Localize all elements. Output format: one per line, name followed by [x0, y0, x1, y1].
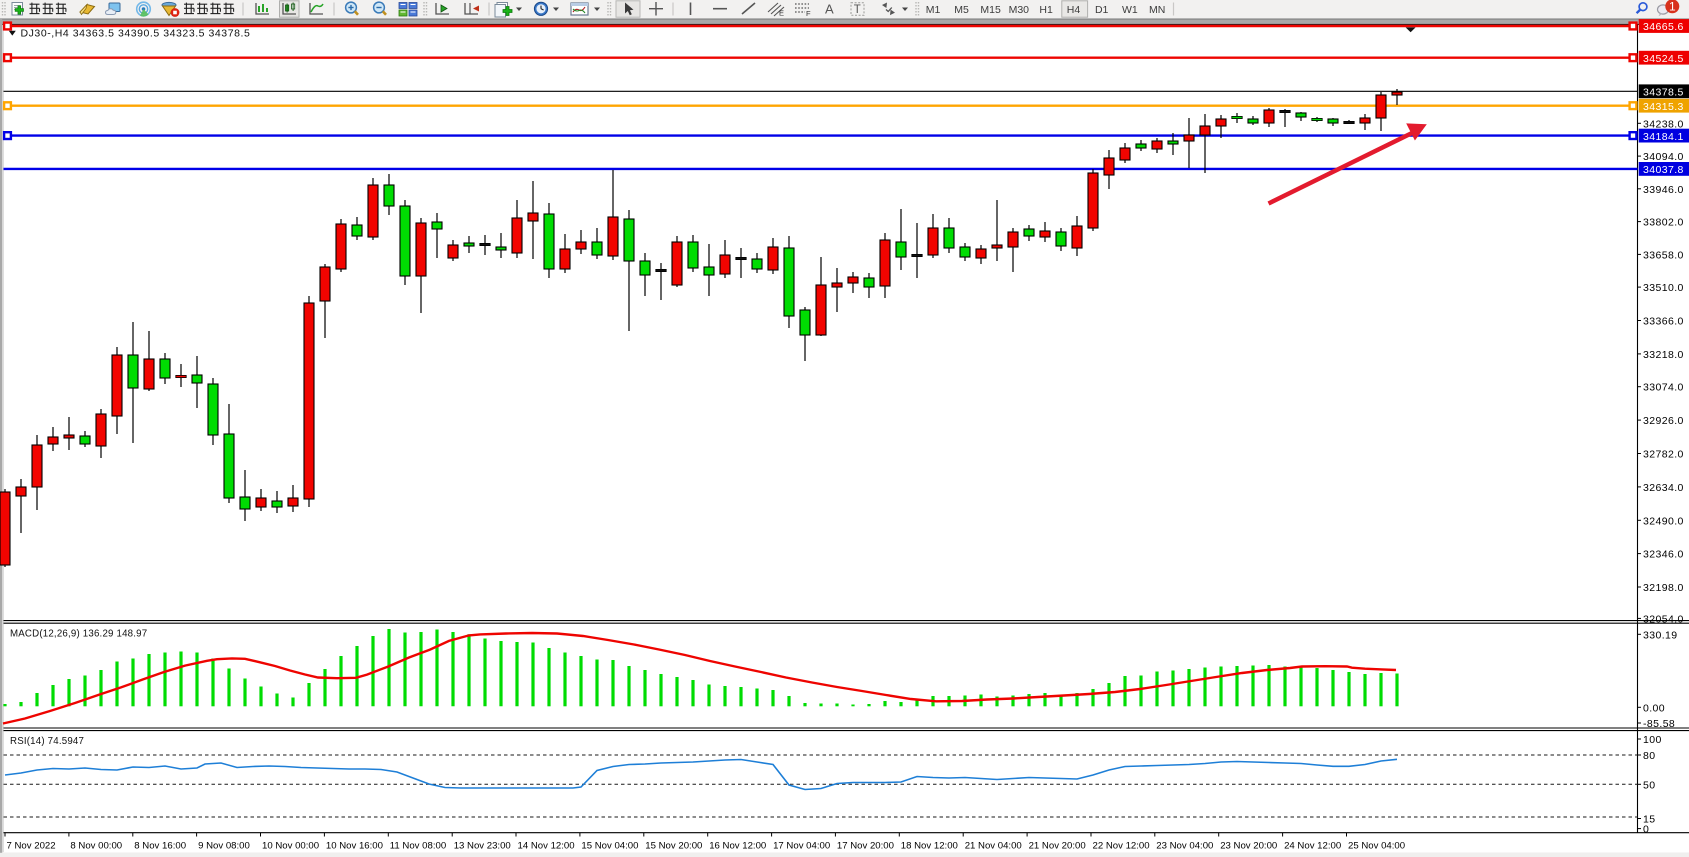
svg-text:H1: H1 — [1039, 4, 1053, 16]
svg-text:A: A — [825, 2, 834, 17]
svg-text:RSI(14) 74.5947: RSI(14) 74.5947 — [10, 736, 84, 747]
svg-text:32490.0: 32490.0 — [1643, 515, 1684, 527]
svg-text:E: E — [779, 9, 784, 18]
svg-text:10 Nov 16:00: 10 Nov 16:00 — [326, 841, 383, 852]
svg-text:1: 1 — [1669, 0, 1676, 14]
svg-text:32346.0: 32346.0 — [1643, 549, 1684, 561]
svg-text:23 Nov 20:00: 23 Nov 20:00 — [1220, 841, 1277, 852]
svg-text:34665.6: 34665.6 — [1643, 21, 1684, 33]
svg-text:M5: M5 — [954, 4, 969, 16]
svg-text:MACD(12,26,9) 136.29 148.97: MACD(12,26,9) 136.29 148.97 — [10, 629, 147, 640]
svg-text:0.00: 0.00 — [1643, 702, 1665, 714]
svg-text:MN: MN — [1149, 4, 1165, 16]
svg-text:33510.0: 33510.0 — [1643, 282, 1684, 294]
svg-text:17 Nov 04:00: 17 Nov 04:00 — [773, 841, 830, 852]
svg-text:21 Nov 04:00: 21 Nov 04:00 — [965, 841, 1022, 852]
svg-text:32198.0: 32198.0 — [1643, 582, 1684, 594]
svg-text:15: 15 — [1643, 814, 1655, 826]
svg-text:34238.0: 34238.0 — [1643, 118, 1684, 130]
svg-text:9 Nov 08:00: 9 Nov 08:00 — [198, 841, 250, 852]
svg-text:22 Nov 12:00: 22 Nov 12:00 — [1093, 841, 1150, 852]
svg-text:M15: M15 — [980, 4, 1001, 16]
svg-text:32926.0: 32926.0 — [1643, 415, 1684, 427]
svg-text:23 Nov 04:00: 23 Nov 04:00 — [1156, 841, 1213, 852]
svg-text:34315.3: 34315.3 — [1643, 101, 1684, 113]
svg-text:34094.0: 34094.0 — [1643, 151, 1684, 163]
svg-text:M30: M30 — [1009, 4, 1030, 16]
svg-text:33802.0: 33802.0 — [1643, 217, 1684, 229]
svg-text:21 Nov 20:00: 21 Nov 20:00 — [1029, 841, 1086, 852]
svg-text:10 Nov 00:00: 10 Nov 00:00 — [262, 841, 319, 852]
svg-text:32634.0: 32634.0 — [1643, 482, 1684, 494]
svg-text:H4: H4 — [1067, 4, 1081, 16]
svg-text:15 Nov 20:00: 15 Nov 20:00 — [645, 841, 702, 852]
svg-text:DJ30-,H4 34363.5 34390.5 3432: DJ30-,H4 34363.5 34390.5 34323.5 34378.5 — [21, 27, 251, 39]
svg-text:33946.0: 33946.0 — [1643, 184, 1684, 196]
svg-text:24 Nov 12:00: 24 Nov 12:00 — [1284, 841, 1341, 852]
svg-text:-85.58: -85.58 — [1643, 718, 1675, 730]
svg-text:13 Nov 23:00: 13 Nov 23:00 — [454, 841, 511, 852]
svg-text:32054.0: 32054.0 — [1643, 613, 1684, 625]
svg-text:34184.1: 34184.1 — [1643, 131, 1684, 143]
svg-text:34378.5: 34378.5 — [1643, 87, 1684, 99]
svg-text:14 Nov 12:00: 14 Nov 12:00 — [518, 841, 575, 852]
svg-text:17 Nov 20:00: 17 Nov 20:00 — [837, 841, 894, 852]
svg-text:F: F — [806, 9, 811, 18]
svg-text:D1: D1 — [1095, 4, 1109, 16]
svg-text:33074.0: 33074.0 — [1643, 382, 1684, 394]
svg-text:M1: M1 — [926, 4, 941, 16]
svg-text:7 Nov 2022: 7 Nov 2022 — [7, 841, 56, 852]
svg-text:32782.0: 32782.0 — [1643, 449, 1684, 461]
svg-text:34524.5: 34524.5 — [1643, 53, 1684, 65]
svg-text:11 Nov 08:00: 11 Nov 08:00 — [390, 841, 446, 852]
svg-text:16 Nov 12:00: 16 Nov 12:00 — [709, 841, 766, 852]
svg-text:8 Nov 00:00: 8 Nov 00:00 — [70, 841, 122, 852]
svg-text:T: T — [854, 4, 861, 16]
svg-text:18 Nov 12:00: 18 Nov 12:00 — [901, 841, 958, 852]
svg-text:34037.8: 34037.8 — [1643, 164, 1684, 176]
svg-text:330.19: 330.19 — [1643, 629, 1678, 641]
svg-text:0: 0 — [1643, 824, 1649, 836]
svg-text:50: 50 — [1643, 779, 1655, 791]
svg-text:33366.0: 33366.0 — [1643, 316, 1684, 328]
svg-text:33658.0: 33658.0 — [1643, 249, 1684, 261]
svg-text:25 Nov 04:00: 25 Nov 04:00 — [1348, 841, 1405, 852]
svg-text:100: 100 — [1643, 734, 1662, 746]
svg-text:33218.0: 33218.0 — [1643, 349, 1684, 361]
svg-text:15 Nov 04:00: 15 Nov 04:00 — [581, 841, 638, 852]
svg-text:W1: W1 — [1122, 4, 1138, 16]
svg-text:8 Nov 16:00: 8 Nov 16:00 — [134, 841, 186, 852]
svg-text:80: 80 — [1643, 750, 1655, 762]
